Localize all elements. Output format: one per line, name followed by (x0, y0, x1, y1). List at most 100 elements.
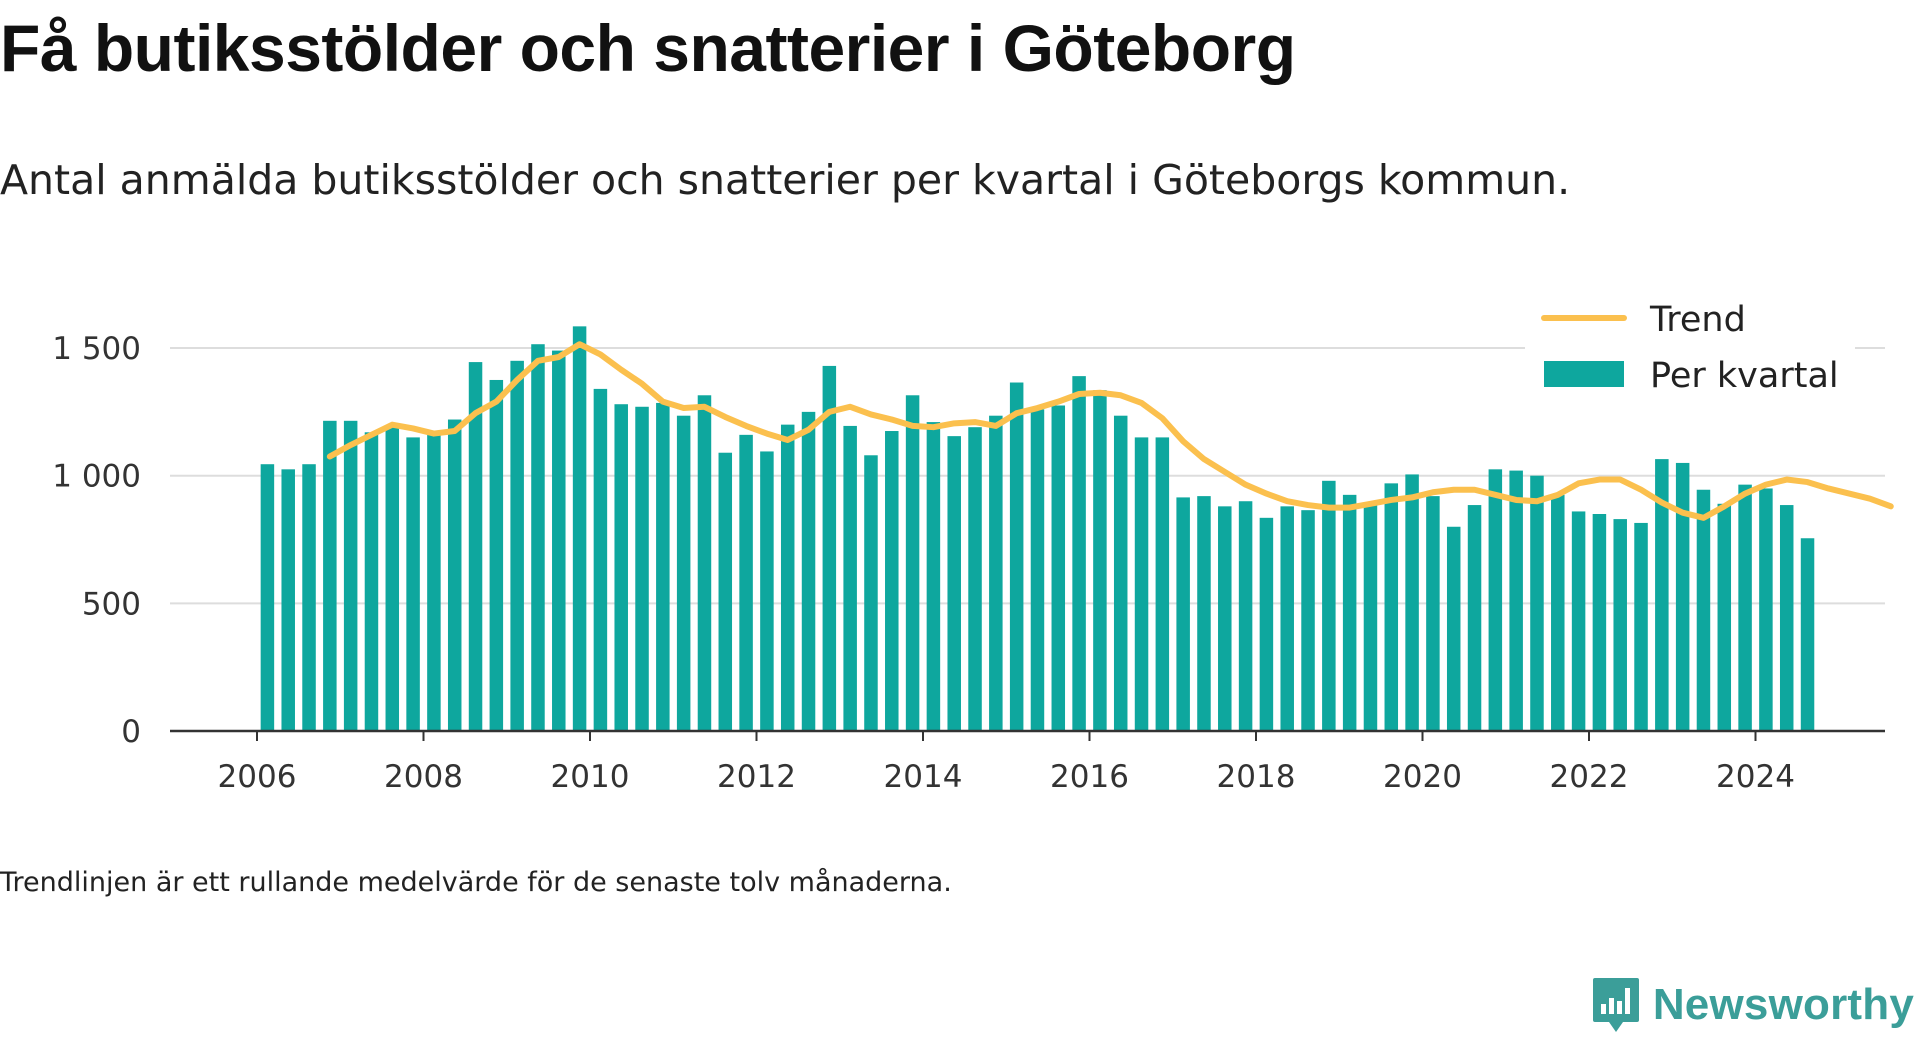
bar (926, 422, 941, 731)
x-tick-label: 2018 (1217, 759, 1296, 795)
bar (1051, 405, 1066, 731)
bar (1779, 505, 1794, 731)
bar (489, 379, 504, 731)
legend-bars-label: Per kvartal (1650, 356, 1839, 396)
legend-trend-label: Trend (1649, 300, 1746, 340)
x-tick-label: 2022 (1550, 759, 1629, 795)
bar (1551, 494, 1565, 731)
bar (531, 344, 545, 731)
bar (656, 402, 670, 731)
bar (1571, 511, 1586, 731)
bars-per-kvartal (260, 326, 1815, 732)
bar (1405, 474, 1419, 731)
bar (1384, 483, 1399, 731)
bar (1280, 506, 1294, 731)
bar (1759, 488, 1773, 731)
bar (552, 350, 566, 731)
bar (1072, 376, 1086, 731)
bar (593, 388, 608, 731)
x-tick-label: 2010 (551, 759, 630, 795)
bar (968, 427, 982, 731)
bar (447, 419, 462, 731)
y-tick-label: 1 000 (52, 459, 141, 495)
bar (697, 395, 712, 731)
bar (822, 365, 837, 731)
bar (385, 425, 400, 731)
bar (1446, 526, 1461, 731)
chart-subtitle: Antal anmälda butiksstölder och snatteri… (0, 156, 1571, 204)
bar (1009, 382, 1024, 731)
bar (1530, 475, 1544, 731)
bar (905, 395, 920, 731)
bar (1675, 462, 1690, 731)
bar (1592, 514, 1607, 732)
chart-title: Få butiksstölder och snatterier i Götebo… (0, 11, 1296, 85)
legend: Trend Per kvartal (1525, 293, 1855, 403)
bar (1322, 480, 1336, 731)
bar (427, 434, 441, 731)
bar (1655, 459, 1669, 731)
bar (1613, 519, 1627, 731)
bar (1030, 409, 1045, 731)
bar (1259, 517, 1274, 731)
trend-line (326, 341, 1894, 521)
bar (1113, 415, 1128, 731)
bar (760, 451, 774, 731)
bar (1696, 489, 1711, 731)
bar (281, 469, 295, 731)
bar (1363, 503, 1378, 731)
bar (1634, 522, 1648, 731)
bar (947, 436, 961, 731)
bar (1176, 497, 1190, 731)
x-tick-label: 2008 (384, 759, 463, 795)
bar (1197, 496, 1211, 731)
bar (364, 432, 379, 731)
bar (302, 464, 316, 731)
bar (739, 434, 753, 731)
y-tick-label: 1 500 (52, 331, 141, 367)
x-tick-label: 2020 (1383, 759, 1462, 795)
x-tick-label: 2012 (717, 759, 796, 795)
brand-name: Newsworthy (1652, 980, 1914, 1029)
y-tick-label: 0 (121, 714, 141, 750)
bar (989, 415, 1003, 731)
x-tick-label: 2024 (1716, 759, 1795, 795)
bar (1509, 470, 1523, 731)
bar (1238, 501, 1253, 731)
y-tick-label: 500 (82, 586, 141, 622)
bar (1342, 494, 1357, 731)
bar (676, 415, 691, 731)
bar (718, 452, 733, 731)
bar (406, 437, 420, 731)
bar (864, 455, 878, 731)
bar (1738, 484, 1752, 731)
bar (468, 362, 483, 731)
bar (1218, 506, 1232, 731)
bar (635, 406, 649, 731)
bar (1301, 510, 1315, 731)
footnote: Trendlinjen är ett rullande medelvärde f… (0, 867, 952, 898)
y-axis-tick-labels: 0 500 1 000 1 500 (52, 331, 141, 750)
bar (1800, 538, 1815, 731)
legend-bars-swatch (1544, 361, 1624, 387)
x-tick-label: 2014 (884, 759, 963, 795)
bar (614, 404, 628, 731)
x-tick-label: 2016 (1050, 759, 1129, 795)
bar (1488, 469, 1503, 731)
bar (572, 326, 587, 731)
bar (343, 420, 358, 731)
bar (260, 464, 275, 731)
bar (1467, 505, 1482, 731)
bar (1426, 496, 1440, 731)
bar (1134, 437, 1149, 731)
x-axis-ticks: 2006 2008 2010 2012 2014 2016 2018 2020 2022 2024 (218, 731, 1795, 795)
newsworthy-chart-logo-icon (1592, 978, 1639, 1032)
bar (801, 411, 816, 731)
bar (1155, 437, 1170, 731)
bar (1717, 503, 1732, 731)
bar (323, 420, 337, 731)
bar (843, 425, 857, 731)
brand-logo[interactable]: Newsworthy (1591, 975, 1914, 1035)
bar (885, 431, 899, 731)
